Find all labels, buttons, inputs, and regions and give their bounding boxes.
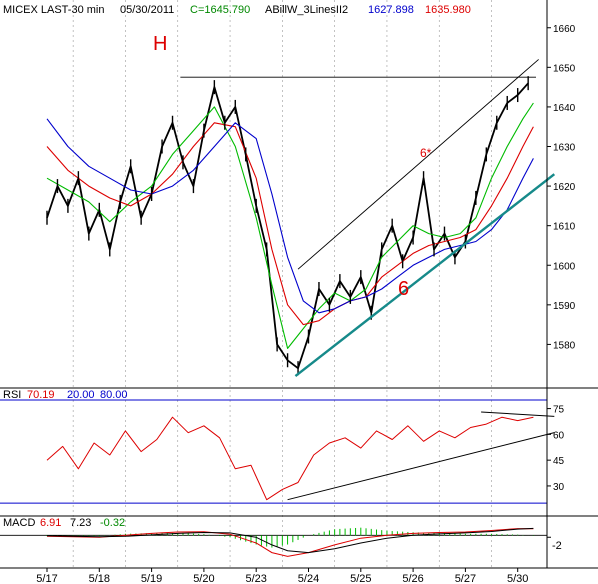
annotation-six-star: 6* [420, 146, 432, 160]
x-axis-ticks: 5/17 5/18 5/19 5/20 5/23 5/24 5/25 5/26 5/27 5/30 [36, 568, 528, 584]
price-axis-ticks: 1580 1590 1600 1610 1620 1630 1640 1650 1660 [547, 24, 576, 351]
price-tick-label: 1590 [553, 301, 576, 312]
annotation-six: 6 [398, 278, 409, 300]
rsi_top_trend-line [481, 411, 555, 417]
price-tick-label: 1630 [553, 143, 576, 154]
price-tick-label: 1580 [553, 340, 576, 351]
x-tick-label: 5/30 [507, 573, 528, 584]
header-symbol: MICEX LAST-30 min [3, 4, 104, 16]
support-trend-line [294, 173, 556, 378]
rsi-tick-label: 45 [553, 456, 565, 467]
chart-frame [0, 0, 598, 569]
x-tick-label: 5/20 [193, 573, 214, 584]
rsi-lower-band: 20.00 [67, 389, 95, 401]
x-tick-label: 5/23 [245, 573, 266, 584]
price-tick-label: 1610 [553, 222, 576, 233]
macd-label: MACD [3, 517, 35, 529]
rsi-tick-label: 60 [553, 430, 565, 441]
x-tick-label: 5/17 [36, 573, 57, 584]
header-indicator: ABillW_3LinesII2 [265, 4, 348, 16]
green-series-line [46, 102, 534, 349]
signal-series-line [46, 527, 534, 554]
rsi-tick-label: 75 [553, 405, 565, 416]
x-tick-label: 5/25 [350, 573, 371, 584]
annotation-head: H [153, 33, 167, 55]
upper_channel-trend-line [297, 59, 539, 270]
header-indicator-value-1: 1627.898 [368, 4, 414, 16]
price-tick-label: 1660 [553, 24, 576, 35]
rsi-gridlines [0, 399, 547, 504]
macd-value: 6.91 [40, 517, 61, 529]
macd-plot-area [46, 527, 534, 557]
price-tick-label: 1620 [553, 182, 576, 193]
macd-series-line [46, 528, 534, 557]
price-plot-area [46, 59, 556, 378]
x-tick-label: 5/18 [89, 573, 110, 584]
macd-signal-value: 7.23 [70, 517, 91, 529]
rsi-upper-band: 80.00 [100, 389, 128, 401]
price-tick-label: 1650 [553, 63, 576, 74]
header-date: 05/30/2011 [120, 4, 174, 16]
rsi-label: RSI [3, 389, 21, 401]
x-tick-label: 5/24 [298, 573, 319, 584]
macd-tick-label: -2 [552, 540, 562, 552]
rsi-tick-label: 30 [553, 482, 565, 493]
macd-histogram-value: -0.32 [100, 517, 125, 529]
rsi-series-line [46, 416, 534, 501]
header-indicator-value-2: 1635.980 [425, 4, 471, 16]
price-tick-label: 1600 [553, 261, 576, 272]
rsi-value: 70.19 [27, 389, 55, 401]
x-tick-label: 5/27 [455, 573, 476, 584]
price-tick-label: 1640 [553, 103, 576, 114]
rsi_support-line [287, 432, 555, 501]
x-tick-label: 5/26 [402, 573, 423, 584]
x-tick-label: 5/19 [141, 573, 162, 584]
header-close: C=1645.790 [190, 4, 250, 16]
rsi-plot-area [46, 411, 555, 501]
rsi-axis-ticks: 30 45 60 75 [547, 405, 565, 493]
